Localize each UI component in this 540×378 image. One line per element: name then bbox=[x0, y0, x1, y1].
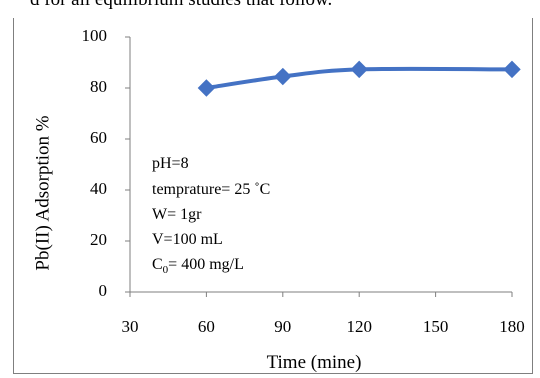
x-tick-label: 150 bbox=[423, 317, 449, 336]
annotation-ph: pH=8 bbox=[152, 155, 189, 172]
annotation-temperature: temprature= 25 ˚C bbox=[152, 181, 270, 198]
data-point-marker bbox=[503, 60, 521, 79]
y-tick-label: 0 bbox=[99, 281, 108, 300]
data-point-marker bbox=[350, 60, 368, 79]
x-axis-title: Time (mine) bbox=[267, 352, 362, 373]
y-tick-labels: 0 20 40 60 80 100 bbox=[82, 26, 130, 300]
data-point-marker bbox=[197, 79, 216, 97]
c0-symbol: C bbox=[152, 256, 163, 273]
x-tick-label: 30 bbox=[122, 317, 139, 336]
c0-subscript: 0 bbox=[163, 264, 169, 276]
c0-value: = 400 mg/L bbox=[168, 256, 244, 273]
x-tick-label: 60 bbox=[198, 317, 215, 336]
x-tick-label: 90 bbox=[274, 317, 291, 336]
x-tick-labels: 30 60 90 120 150 180 bbox=[122, 292, 525, 336]
series-line bbox=[204, 66, 514, 90]
y-tick-label: 40 bbox=[90, 179, 107, 198]
chart-frame bbox=[13, 18, 533, 374]
series-layer bbox=[197, 60, 521, 97]
x-tick-label: 120 bbox=[346, 317, 372, 336]
annotation-weight: W= 1gr bbox=[152, 206, 202, 223]
annotation-volume: V=100 mL bbox=[152, 231, 223, 248]
annotation-initial-concentration: C0= 400 mg/L bbox=[152, 256, 244, 276]
condition-annotation: pH=8 temprature= 25 ˚C W= 1gr V=100 mL C… bbox=[152, 155, 270, 276]
x-tick-label: 180 bbox=[499, 317, 525, 336]
data-point-marker bbox=[274, 67, 292, 86]
y-axis-title: Pb(II) Adsorption % bbox=[32, 115, 53, 270]
chart-axes bbox=[129, 37, 512, 293]
y-tick-label: 100 bbox=[82, 26, 108, 45]
y-tick-label: 20 bbox=[90, 230, 107, 249]
y-tick-label: 80 bbox=[90, 77, 107, 96]
y-tick-label: 60 bbox=[90, 128, 107, 147]
page-caption-fragment: d for all equilibrium studies that follo… bbox=[30, 0, 332, 11]
